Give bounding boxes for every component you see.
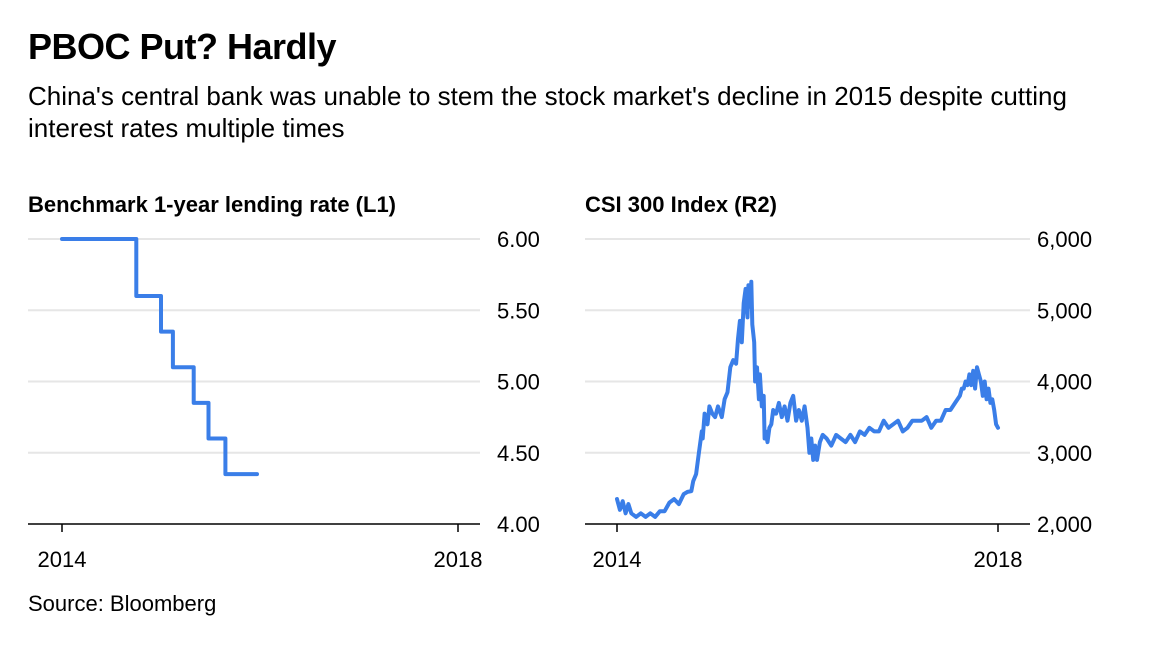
chart-title: PBOC Put? Hardly <box>28 26 337 67</box>
lending-rate-y-tick-label: 4.00 <box>497 512 540 537</box>
lending-rate-panel-title: Benchmark 1-year lending rate (L1) <box>28 192 396 217</box>
lending-rate-series-line <box>60 237 259 477</box>
csi300-panel-title: CSI 300 Index (R2) <box>585 192 777 217</box>
csi300-y-tick-label: 4,000 <box>1037 370 1092 395</box>
csi300-y-tick-label: 6,000 <box>1037 227 1092 252</box>
csi300-y-tick-label: 3,000 <box>1037 441 1092 466</box>
lending-rate-y-tick-label: 4.50 <box>497 441 540 466</box>
csi300-series-line <box>615 279 1000 519</box>
lending-rate-x-tick-label: 2014 <box>38 547 87 572</box>
csi300-y-tick-label: 2,000 <box>1037 512 1092 537</box>
lending-rate-y-tick-label: 5.00 <box>497 370 540 395</box>
lending-rate-x-tick-label: 2018 <box>434 547 483 572</box>
csi300-x-tick-label: 2018 <box>974 547 1023 572</box>
csi300-y-tick-label: 5,000 <box>1037 298 1092 323</box>
csi300-x-tick-label: 2014 <box>593 547 642 572</box>
chart-subtitle: China's central bank was unable to stem … <box>28 81 1067 143</box>
source-note: Source: Bloomberg <box>28 591 217 616</box>
lending-rate-y-tick-label: 5.50 <box>497 298 540 323</box>
lending-rate-y-tick-label: 6.00 <box>497 227 540 252</box>
